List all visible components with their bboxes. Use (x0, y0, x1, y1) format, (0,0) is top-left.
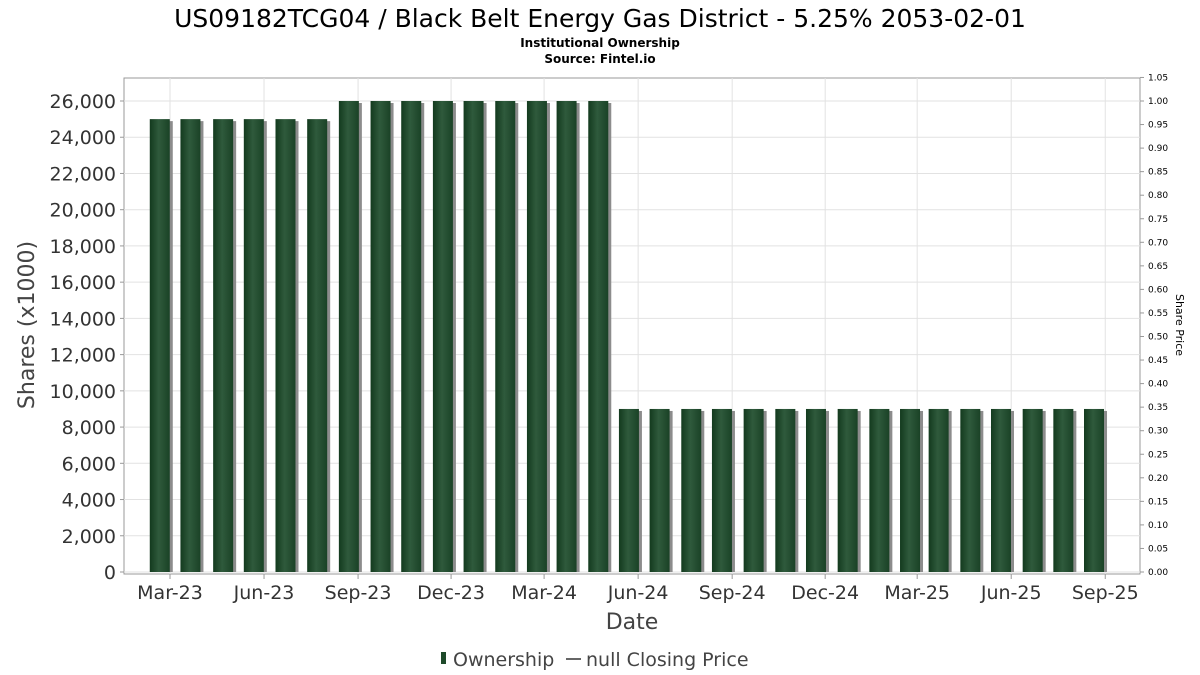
y2-tick-label: 0.70 (1148, 238, 1168, 248)
chart-subtitle: Institutional Ownership (520, 36, 680, 50)
y-tick-label: 24,000 (50, 127, 116, 149)
x-tick-label: Sep-23 (325, 582, 392, 604)
y-tick-label: 6,000 (62, 453, 116, 475)
y2-axis-label: Share Price (1173, 294, 1186, 356)
y-tick-label: 2,000 (62, 526, 116, 548)
y-tick-label: 18,000 (50, 236, 116, 258)
bar (370, 101, 391, 572)
bar (1053, 408, 1074, 572)
y2-tick-label: 0.80 (1148, 191, 1168, 201)
x-axis-label: Date (606, 610, 659, 635)
bar (990, 408, 1011, 572)
bar (618, 408, 639, 572)
bar (588, 101, 609, 572)
chart-title: US09182TCG04 / Black Belt Energy Gas Dis… (174, 4, 1026, 33)
chart-source: Source: Fintel.io (544, 52, 655, 66)
y2-tick-label: 0.05 (1148, 544, 1168, 554)
y2-tick-label: 1.00 (1148, 97, 1168, 107)
y-tick-label: 8,000 (62, 417, 116, 439)
bar (775, 408, 796, 572)
x-tick-label: Dec-24 (791, 582, 859, 604)
bar (960, 408, 981, 572)
legend-price-label: null Closing Price (586, 649, 749, 671)
bar (243, 119, 264, 572)
y2-tick-label: 0.20 (1148, 474, 1168, 484)
bar (928, 408, 949, 572)
y2-tick-label: 0.65 (1148, 262, 1168, 272)
y2-tick-label: 0.00 (1148, 568, 1168, 578)
y-tick-label: 20,000 (50, 200, 116, 222)
bar (180, 119, 201, 572)
y2-tick-label: 0.55 (1148, 309, 1168, 319)
y2-axis-ticks: 0.00 0.05 0.10 0.15 0.20 0.25 0.30 0.35 0.40 0.45… (1140, 73, 1168, 578)
bar (837, 408, 858, 572)
y-tick-label: 12,000 (50, 345, 116, 367)
y-tick-label: 14,000 (50, 308, 116, 330)
bar (149, 119, 170, 572)
y-tick-label: 0 (104, 562, 116, 584)
bar (743, 408, 764, 572)
y2-tick-label: 0.95 (1148, 121, 1168, 131)
y2-tick-label: 0.15 (1148, 497, 1168, 507)
bar (1022, 408, 1043, 572)
legend-ownership-swatch (441, 652, 446, 664)
y2-tick-label: 0.50 (1148, 333, 1168, 343)
bar (649, 408, 670, 572)
bar (432, 101, 453, 572)
bar (805, 408, 826, 572)
x-tick-label: Jun-23 (233, 582, 295, 604)
bar (869, 408, 890, 572)
x-tick-label: Mar-25 (884, 582, 950, 604)
y2-tick-label: 0.85 (1148, 168, 1168, 178)
y2-tick-label: 0.10 (1148, 521, 1168, 531)
y2-tick-label: 0.75 (1148, 215, 1168, 225)
bar (556, 101, 577, 572)
y2-tick-label: 0.60 (1148, 285, 1168, 295)
bar (495, 101, 516, 572)
x-tick-label: Sep-24 (699, 582, 766, 604)
y-tick-label: 26,000 (50, 91, 116, 113)
legend-ownership-label: Ownership (453, 649, 554, 671)
bar (307, 119, 328, 572)
x-tick-label: Mar-23 (137, 582, 203, 604)
y2-tick-label: 0.40 (1148, 380, 1168, 390)
bar (526, 101, 547, 572)
y-tick-label: 16,000 (50, 272, 116, 294)
x-tick-label: Dec-23 (417, 582, 485, 604)
bar (711, 408, 732, 572)
x-axis-ticks: Mar-23 Jun-23 Sep-23 Dec-23 Mar-24 Jun-24 Sep-… (137, 574, 1139, 604)
x-tick-label: Jun-24 (607, 582, 669, 604)
bar (1084, 408, 1105, 572)
x-tick-label: Mar-24 (511, 582, 577, 604)
y2-tick-label: 1.05 (1148, 73, 1168, 83)
x-tick-label: Sep-25 (1072, 582, 1139, 604)
bar (275, 119, 296, 572)
y-tick-label: 4,000 (62, 490, 116, 512)
y2-tick-label: 0.30 (1148, 427, 1168, 437)
y-tick-label: 10,000 (50, 381, 116, 403)
bar (900, 408, 921, 572)
bar (463, 101, 484, 572)
bar (213, 119, 234, 572)
y2-tick-label: 0.35 (1148, 403, 1168, 413)
y2-tick-label: 0.90 (1148, 144, 1168, 154)
x-tick-label: Jun-25 (980, 582, 1042, 604)
legend: Ownership null Closing Price (441, 649, 749, 671)
y2-tick-label: 0.25 (1148, 450, 1168, 460)
y-axis-label: Shares (x1000) (15, 241, 40, 409)
bar (681, 408, 702, 572)
y-tick-label: 22,000 (50, 163, 116, 185)
y2-tick-label: 0.45 (1148, 356, 1168, 366)
bars (149, 101, 1108, 572)
y-axis-ticks: 0 2,000 4,000 6,000 8,000 10,000 12,000 14,000 1… (50, 91, 124, 584)
bar (401, 101, 422, 572)
bar (338, 101, 359, 572)
